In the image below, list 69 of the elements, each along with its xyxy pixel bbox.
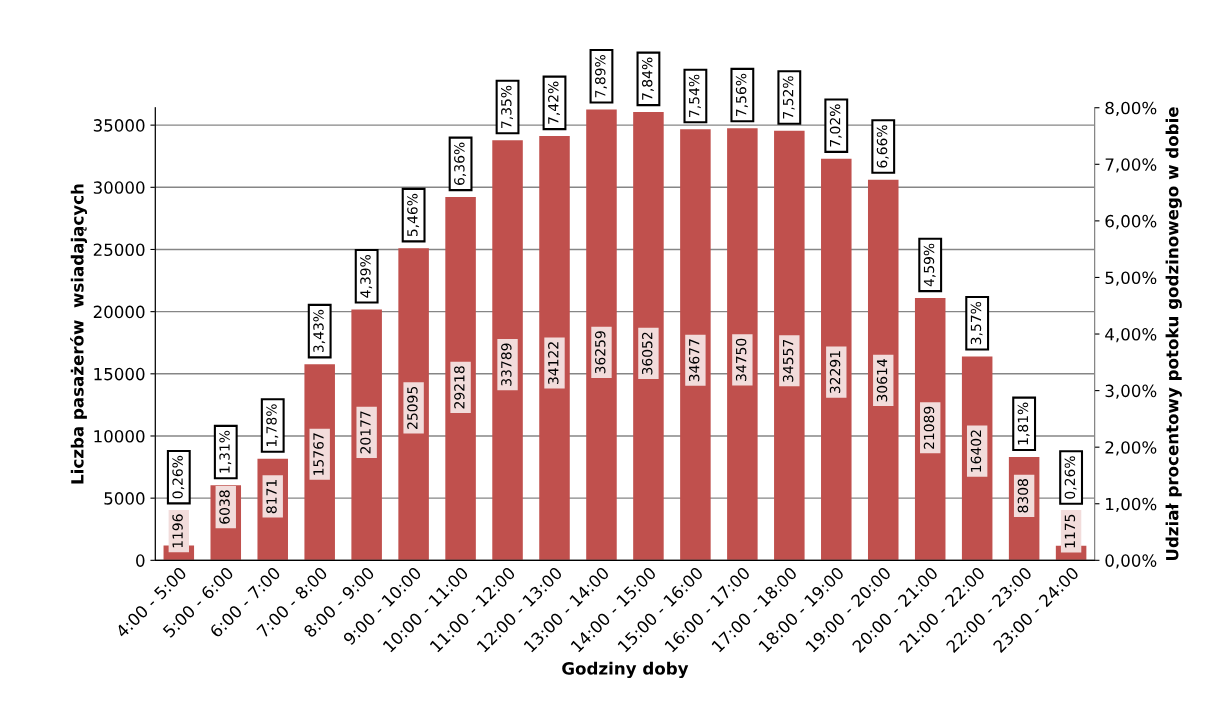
annotation: 7,56% [735,73,748,116]
bar [586,109,617,561]
y2-tick-label: 7,00% [1105,158,1157,173]
annotation: 3,43% [313,309,326,353]
annotation: 0,26% [172,455,185,499]
bar [492,140,523,561]
y-tick-label: 20000 [93,305,145,319]
bar [727,128,758,561]
x-axis-title: Godziny doby [562,661,689,679]
annotation: 7,02% [829,104,842,147]
data-label: 8308 [1017,479,1029,513]
annotation: 7,84% [641,57,654,100]
y-tick-label: 30000 [93,181,145,194]
data-label: 34677 [688,339,700,382]
data-label: 21089 [923,406,935,449]
annotation: 5,46% [407,193,420,237]
annotation: 4,39% [360,254,373,298]
annotation: 7,52% [782,76,795,119]
data-label: 1196 [172,514,183,548]
data-label: 29218 [454,366,465,409]
annotation: 3,57% [970,301,983,345]
y2-tick-label: 2,00% [1105,441,1157,456]
y-axis-title: Liczba pasażerów wsiadających [70,184,88,484]
data-label: 25095 [407,386,418,429]
data-label: 34122 [548,342,559,384]
annotation: 7,89% [595,55,607,98]
bar [867,179,899,561]
y2-axis-title: Udział procentowy potoku godzinowego w dobie [1165,107,1182,561]
y2-tick-label: 3,00% [1105,384,1157,399]
y-tick-label: 15000 [94,367,145,381]
y2-tick-label: 8,00% [1105,101,1157,116]
bar [539,136,570,561]
y-tick-label: 25000 [93,243,145,257]
bar [821,158,852,561]
annotation: 1,78% [266,404,279,447]
data-label: 34557 [782,339,794,382]
y-tick-label: 35000 [93,119,145,132]
data-label: 36052 [641,332,653,375]
y-tick-label: 10000 [94,429,145,443]
annotation: 4,59% [923,243,936,287]
bar [633,112,664,561]
data-label: 36259 [595,331,606,374]
data-label: 15767 [313,433,324,475]
annotation: 6,36% [454,142,467,185]
y-tick-label: 0 [136,554,145,567]
y2-tick-label: 4,00% [1105,327,1157,343]
annotation: 6,66% [876,125,889,168]
y2-tick-label: 6,00% [1105,214,1157,230]
y-tick-label: 5000 [104,492,145,505]
annotation: 1,81% [1017,402,1030,445]
data-label: 8171 [266,480,277,514]
data-label: 34750 [735,338,747,381]
bar [680,129,711,561]
y2-tick-label: 0,00% [1105,554,1157,569]
data-label: 16402 [970,430,982,472]
y2-tick-label: 5,00% [1105,271,1157,286]
data-label: 30614 [876,359,888,402]
annotation: 7,35% [501,85,513,128]
data-label: 20177 [360,411,371,454]
data-label: 33789 [501,343,512,386]
data-label: 1175 [1064,514,1076,548]
data-label: 32291 [829,351,841,394]
annotation: 0,26% [1064,456,1077,499]
annotation: 7,54% [688,74,701,117]
y2-tick-label: 1,00% [1106,497,1157,513]
bar [774,130,805,561]
annotation: 1,31% [219,430,232,473]
annotation: 7,42% [548,81,560,124]
data-label: 6038 [219,490,230,524]
